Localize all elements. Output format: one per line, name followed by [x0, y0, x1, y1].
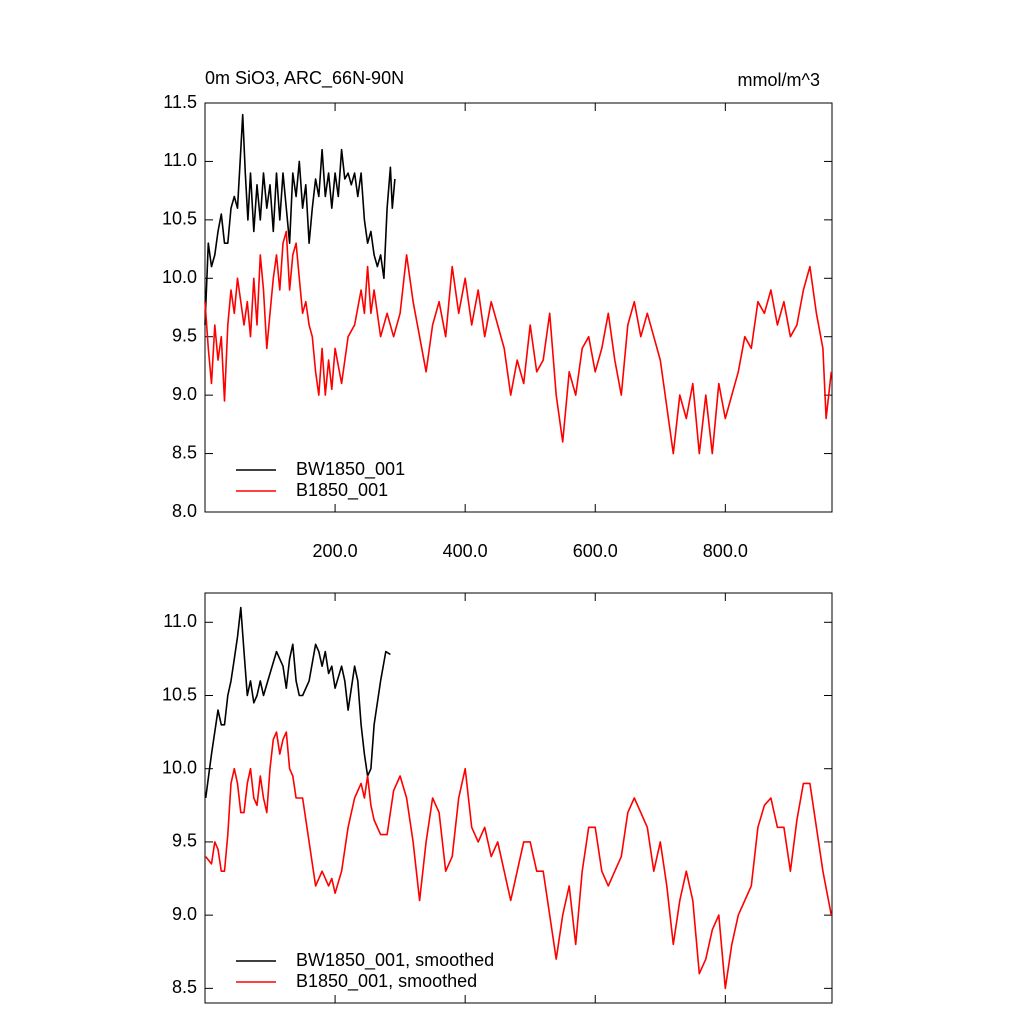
data-line	[205, 731, 833, 990]
y-tick-label: 11.0	[163, 150, 197, 170]
legend-label: BW1850_001, smoothed	[296, 950, 494, 971]
x-tick-label: 600.0	[573, 541, 618, 561]
legend-label: BW1850_001	[296, 459, 405, 480]
chart-title: 0m SiO3, ARC_66N-90N	[205, 68, 404, 89]
y-tick-label: 9.0	[172, 904, 197, 924]
y-tick-label: 9.0	[172, 384, 197, 404]
y-tick-label: 8.5	[172, 977, 197, 997]
y-tick-label: 9.5	[172, 325, 197, 345]
legend-label: B1850_001, smoothed	[296, 971, 477, 992]
y-tick-label: 8.5	[172, 442, 197, 462]
plot-frame	[204, 592, 833, 1004]
y-tick-label: 10.0	[162, 757, 197, 777]
y-tick-label: 9.5	[172, 831, 197, 851]
x-tick-label: 200.0	[313, 541, 358, 561]
y-tick-label: 11.0	[163, 611, 197, 631]
data-line	[204, 230, 833, 455]
y-tick-label: 8.0	[172, 501, 197, 521]
x-tick-label: 800.0	[703, 541, 748, 561]
data-line	[204, 606, 391, 799]
units-label: mmol/m^3	[738, 70, 820, 90]
data-line	[204, 113, 396, 326]
y-tick-label: 11.5	[163, 92, 197, 112]
y-tick-label: 10.0	[162, 267, 197, 287]
y-tick-label: 10.5	[162, 209, 197, 229]
legend-label: B1850_001	[296, 480, 388, 501]
y-tick-label: 10.5	[162, 684, 197, 704]
x-tick-label: 400.0	[443, 541, 488, 561]
